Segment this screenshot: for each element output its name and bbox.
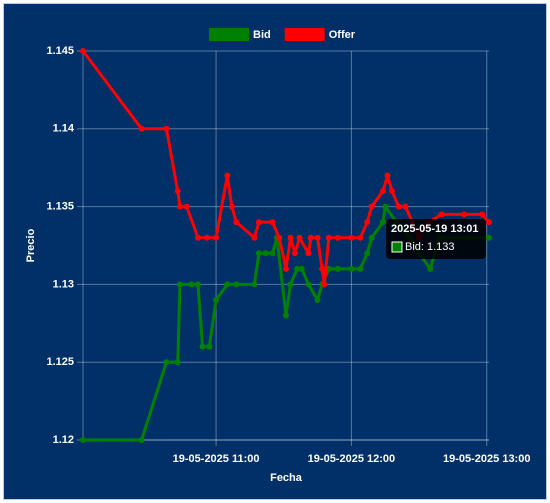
- data-point: [357, 265, 364, 272]
- y-tick-label: 1.145: [46, 45, 74, 57]
- data-point: [195, 281, 202, 288]
- data-point: [276, 234, 283, 241]
- data-point: [314, 296, 321, 303]
- data-point: [395, 203, 402, 210]
- chart-container: 1.12 1.125 1.13 1.135 1.14 1.145 19-05-2025 11…: [3, 3, 547, 500]
- y-tick-label: 1.125: [46, 356, 74, 368]
- data-point: [486, 219, 492, 226]
- data-point: [174, 188, 181, 195]
- data-point: [348, 234, 355, 241]
- data-point: [321, 281, 328, 288]
- y-tick-label: 1.12: [53, 434, 74, 446]
- data-point: [287, 234, 294, 241]
- tooltip-title: 2025-05-19 13:01: [391, 223, 478, 235]
- legend-label: Offer: [329, 29, 356, 41]
- data-point: [206, 343, 213, 350]
- legend-label: Bid: [253, 29, 271, 41]
- data-point: [269, 219, 276, 226]
- data-point: [319, 265, 326, 272]
- tooltip-box: [386, 219, 486, 259]
- data-point: [389, 188, 396, 195]
- y-axis-label: Precio: [25, 228, 37, 262]
- data-point: [213, 234, 220, 241]
- data-point: [80, 437, 86, 443]
- data-point: [305, 250, 312, 257]
- data-point: [384, 172, 391, 179]
- data-point: [348, 265, 355, 272]
- data-point: [305, 281, 312, 288]
- data-point: [334, 265, 341, 272]
- data-point: [199, 343, 206, 350]
- x-tick-label: 19-05-2025 12:00: [308, 453, 395, 465]
- data-point: [402, 203, 409, 210]
- tooltip: 2025-05-19 13:01 Bid: 1.133: [386, 219, 486, 259]
- data-point: [461, 211, 468, 218]
- data-point: [255, 250, 262, 257]
- data-point: [213, 296, 220, 303]
- data-point: [314, 234, 321, 241]
- data-point: [224, 172, 231, 179]
- x-tick-label: 19-05-2025 11:00: [173, 453, 260, 465]
- data-point: [283, 265, 289, 272]
- data-point: [183, 203, 190, 210]
- x-tick-label: 19-05-2025 13:00: [443, 453, 530, 465]
- data-point: [298, 265, 305, 272]
- data-point: [80, 48, 86, 54]
- y-tick-label: 1.135: [46, 201, 74, 213]
- data-point: [307, 234, 314, 241]
- data-point: [379, 188, 386, 195]
- data-point: [174, 359, 181, 366]
- data-point: [251, 234, 258, 241]
- tooltip-swatch: [391, 241, 403, 253]
- data-point: [294, 265, 301, 272]
- data-point: [204, 234, 211, 241]
- data-point: [296, 234, 303, 241]
- data-point: [357, 234, 364, 241]
- data-point: [368, 234, 375, 241]
- data-point: [233, 281, 240, 288]
- tooltip-body: Bid: 1.133: [405, 241, 455, 253]
- data-point: [334, 234, 341, 241]
- data-point: [228, 203, 235, 210]
- y-tick-label: 1.13: [53, 278, 74, 290]
- data-point: [255, 219, 262, 226]
- data-point: [138, 125, 145, 132]
- data-point: [283, 312, 289, 319]
- data-point: [364, 250, 371, 257]
- data-point: [233, 219, 240, 226]
- legend-swatch: [209, 28, 249, 41]
- x-axis-label: Fecha: [270, 472, 303, 484]
- legend-swatch: [284, 28, 325, 41]
- data-point: [287, 281, 294, 288]
- data-point: [379, 219, 386, 226]
- data-point: [176, 281, 183, 288]
- data-point: [325, 234, 332, 241]
- data-point: [251, 281, 258, 288]
- data-point: [224, 281, 231, 288]
- data-point: [176, 203, 183, 210]
- data-point: [292, 250, 299, 257]
- data-point: [382, 203, 389, 210]
- data-point: [138, 437, 145, 443]
- data-point: [427, 265, 434, 272]
- data-point: [188, 281, 195, 288]
- data-point: [163, 125, 170, 132]
- y-tick-label: 1.14: [53, 123, 75, 135]
- data-point: [163, 359, 170, 366]
- data-point: [438, 211, 445, 218]
- data-point: [368, 203, 375, 210]
- data-point: [364, 219, 371, 226]
- data-point: [486, 234, 492, 241]
- data-point: [262, 250, 269, 257]
- data-point: [479, 211, 486, 218]
- data-point: [195, 234, 202, 241]
- chart: 1.12 1.125 1.13 1.135 1.14 1.145 19-05-2025 11…: [25, 28, 530, 484]
- data-point: [269, 250, 276, 257]
